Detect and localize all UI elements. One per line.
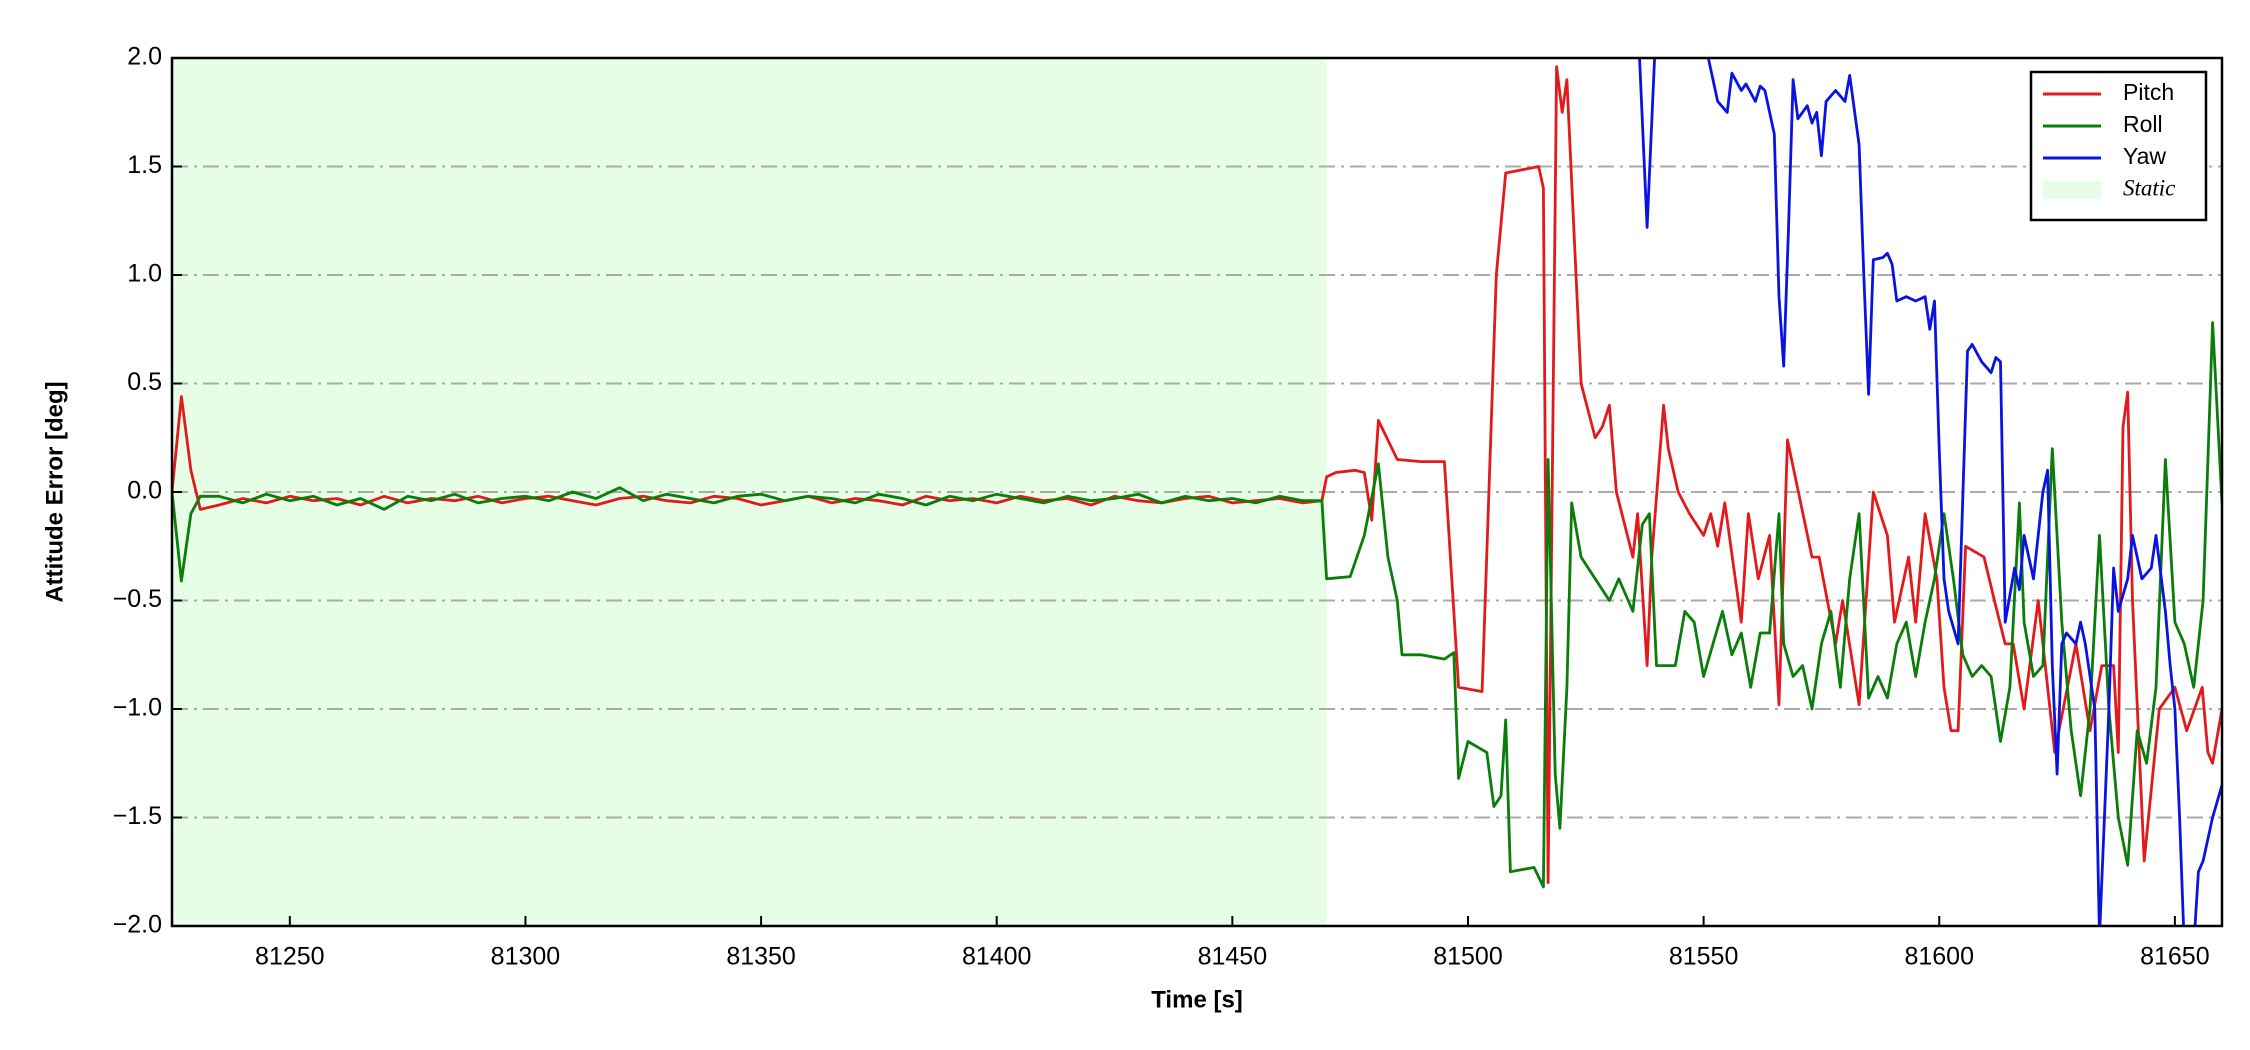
legend-swatch bbox=[2043, 181, 2101, 199]
y-tick-label: −0.5 bbox=[113, 585, 162, 613]
x-tick-label: 81350 bbox=[726, 943, 796, 971]
y-tick-label: 0.0 bbox=[127, 477, 162, 505]
y-tick-label: −1.5 bbox=[113, 802, 162, 830]
x-tick-label: 81300 bbox=[491, 943, 561, 971]
legend-label: Roll bbox=[2123, 111, 2163, 137]
x-tick-label: 81500 bbox=[1433, 943, 1503, 971]
y-tick-label: 1.0 bbox=[127, 260, 162, 288]
y-tick-label: −1.0 bbox=[113, 694, 162, 722]
x-axis-label: Time [s] bbox=[1151, 986, 1243, 1013]
static-span bbox=[172, 58, 1327, 926]
axis-layer: −2.0 −1.5 −1.0 −0.5 0.0 0.5 1.0 1.5 2.0 81250 8130… bbox=[113, 43, 2210, 971]
series-line bbox=[172, 65, 2222, 884]
x-tick-label: 81600 bbox=[1904, 943, 1974, 971]
x-tick-label: 81400 bbox=[962, 943, 1032, 971]
y-tick-label: 2.0 bbox=[127, 43, 162, 71]
y-axis-label: Attitude Error [deg] bbox=[41, 381, 68, 602]
x-tick-label: 81450 bbox=[1198, 943, 1268, 971]
legend-label: Static bbox=[2123, 175, 2175, 200]
y-tick-label: −2.0 bbox=[113, 911, 162, 939]
y-tick-label: 0.5 bbox=[127, 368, 162, 396]
legend: Pitch Roll Yaw Static bbox=[2029, 70, 2208, 222]
data-layer bbox=[172, 58, 2222, 926]
x-tick-label: 81550 bbox=[1669, 943, 1739, 971]
series-line bbox=[172, 321, 2222, 889]
legend-label: Pitch bbox=[2123, 79, 2174, 105]
series-line bbox=[1638, 58, 2222, 926]
y-tick-label: 1.5 bbox=[127, 151, 162, 179]
x-tick-label: 81650 bbox=[2140, 943, 2210, 971]
legend-label: Yaw bbox=[2123, 143, 2166, 169]
x-tick-label: 81250 bbox=[255, 943, 325, 971]
background-layer bbox=[172, 57, 2222, 927]
